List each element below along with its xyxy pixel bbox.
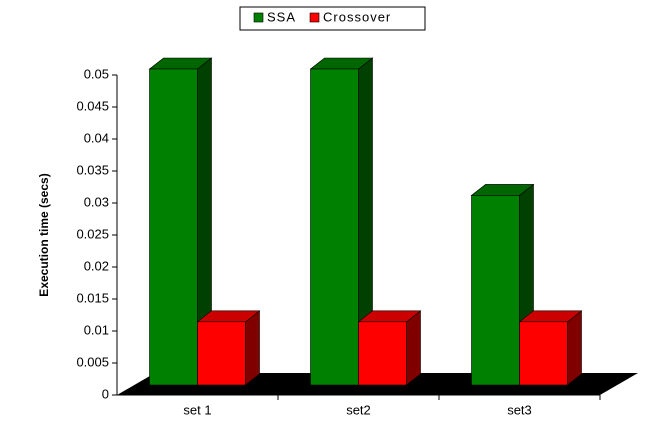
x-tick-label: set2 xyxy=(346,402,371,417)
y-tick-label: 0.01 xyxy=(84,322,109,337)
y-tick-label: 0.03 xyxy=(84,194,109,209)
bar xyxy=(196,310,261,386)
legend-label: SSA xyxy=(267,9,296,24)
bar-front xyxy=(471,195,520,386)
bar-front xyxy=(197,321,246,386)
legend-box xyxy=(239,6,426,31)
y-tick-label: 0.05 xyxy=(84,66,109,81)
bar xyxy=(357,310,422,386)
bar xyxy=(518,310,583,386)
legend-swatch xyxy=(309,12,320,23)
x-tick-label: set3 xyxy=(507,402,532,417)
bar xyxy=(148,57,213,386)
bar-side xyxy=(245,310,260,386)
y-tick-label: 0.04 xyxy=(84,130,109,145)
y-tick-label: 0.035 xyxy=(76,162,109,177)
bar-side xyxy=(567,310,582,386)
bar-front xyxy=(149,68,198,386)
y-tick-label: 0.005 xyxy=(76,354,109,369)
y-tick-label: 0.015 xyxy=(76,290,109,305)
y-tick-label: 0.045 xyxy=(76,98,109,113)
legend-swatch xyxy=(253,12,264,23)
bar-side xyxy=(406,310,421,386)
y-tick-label: 0.025 xyxy=(76,226,109,241)
x-tick-label: set 1 xyxy=(183,402,211,417)
legend-label: Crossover xyxy=(323,9,391,24)
y-tick-label: 0 xyxy=(102,386,109,401)
bar xyxy=(309,57,374,386)
bar-front xyxy=(519,321,568,386)
bar-front xyxy=(358,321,407,386)
y-tick-label: 0.02 xyxy=(84,258,109,273)
y-axis-label: Execution time (secs) xyxy=(37,173,51,296)
bar-front xyxy=(310,68,359,386)
